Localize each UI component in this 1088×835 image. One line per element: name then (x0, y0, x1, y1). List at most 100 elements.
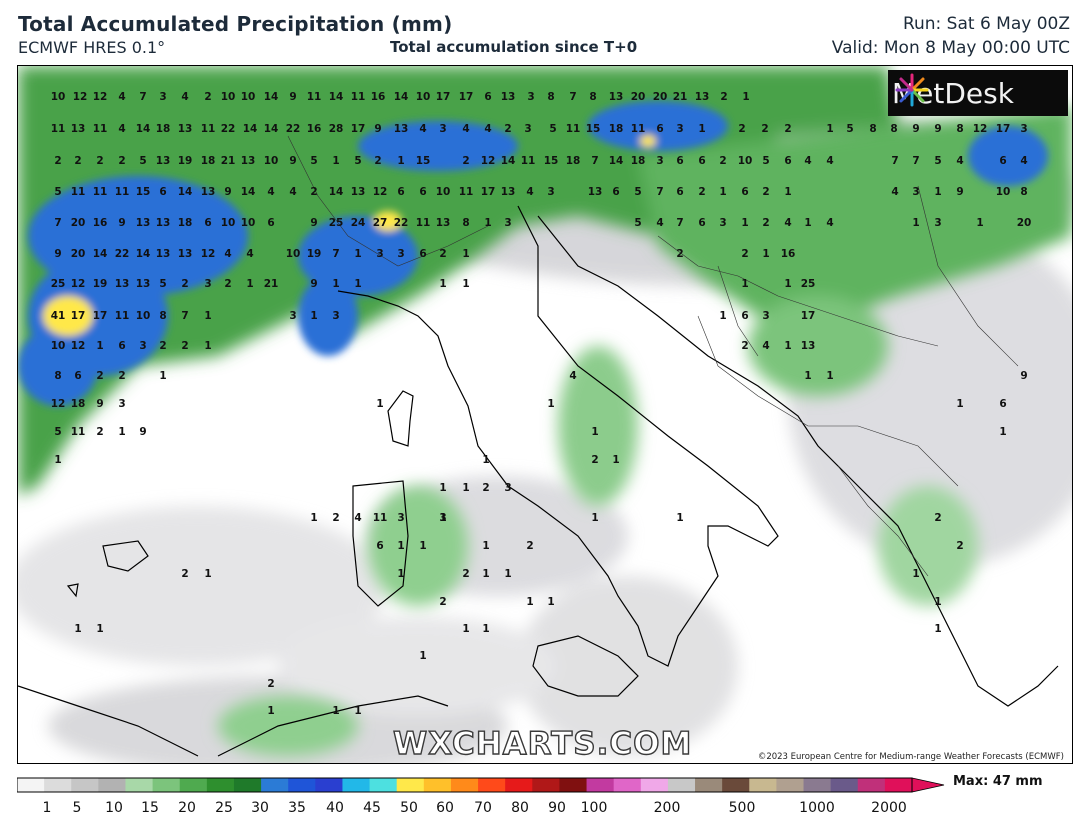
map-value-label: 2 (74, 155, 82, 167)
map-value-label: 10 (285, 248, 301, 260)
map-value-label: 8 (462, 217, 470, 229)
map-value-label: 14 (263, 91, 279, 103)
map-value-label: 6 (676, 186, 684, 198)
color-scale-swatch (98, 778, 126, 792)
map-value-label: 25 (328, 217, 344, 229)
map-value-label: 10 (240, 217, 256, 229)
map-value-label: 13 (155, 248, 171, 260)
color-scale-swatch (179, 778, 208, 792)
color-scale-swatch (857, 778, 886, 792)
map-value-label: 6 (741, 186, 749, 198)
map-value-label: 11 (200, 123, 216, 135)
chart-subtitle: Total accumulation since T+0 (390, 38, 638, 56)
color-scale-bar (17, 777, 945, 793)
map-value-label: 24 (350, 217, 366, 229)
map-value-label: 10 (135, 310, 151, 322)
map-value-label: 13 (200, 186, 216, 198)
map-value-label: 8 (869, 123, 877, 135)
map-value-label: 8 (956, 123, 964, 135)
map-value-label: 8 (547, 91, 555, 103)
map-value-label: 1 (934, 596, 942, 608)
map-value-label: 1 (54, 454, 62, 466)
map-value-label: 13 (70, 123, 86, 135)
map-value-label: 2 (118, 155, 126, 167)
map-value-label: 2 (762, 186, 770, 198)
map-value-label: 3 (912, 186, 920, 198)
map-value-label: 13 (177, 248, 193, 260)
color-scale-swatch (315, 778, 343, 792)
run-time: Run: Sat 6 May 00Z (902, 14, 1070, 34)
map-value-label: 6 (741, 310, 749, 322)
map-value-label: 14 (328, 186, 344, 198)
map-value-label: 1 (204, 310, 212, 322)
map-value-label: 1 (482, 568, 490, 580)
map-value-label: 4 (526, 186, 534, 198)
map-value-label: 1 (310, 512, 318, 524)
map-value-label: 1 (204, 568, 212, 580)
map-value-label: 3 (376, 248, 384, 260)
map-value-label: 1 (482, 623, 490, 635)
map-layer (18, 66, 1072, 763)
map-value-label: 19 (177, 155, 193, 167)
map-value-label: 14 (135, 248, 151, 260)
map-value-label: 10 (220, 217, 236, 229)
map-value-label: 1 (804, 217, 812, 229)
color-scale-tick-label: 50 (400, 800, 418, 816)
map-value-label: 2 (224, 278, 232, 290)
map-value-label: 10 (263, 155, 279, 167)
max-label: Max: 47 mm (953, 774, 1043, 789)
map-value-label: 1 (462, 278, 470, 290)
map-value-label: 22 (393, 217, 409, 229)
map-value-label: 10 (220, 91, 236, 103)
map-value-label: 13 (587, 186, 603, 198)
map-value-label: 11 (114, 186, 130, 198)
map-value-label: 10 (995, 186, 1011, 198)
map-value-label: 1 (376, 398, 384, 410)
map-value-label: 14 (240, 186, 256, 198)
map-value-label: 1 (591, 426, 599, 438)
map-value-label: 13 (114, 278, 130, 290)
color-scale-swatch (233, 778, 262, 792)
map-value-label: 13 (800, 340, 816, 352)
map-value-label: 25 (800, 278, 816, 290)
color-scale-tick-label: 10 (105, 800, 123, 816)
map-value-label: 1 (719, 310, 727, 322)
map-value-label: 3 (139, 340, 147, 352)
color-scale-swatch (613, 778, 642, 792)
map-value-label: 1 (332, 155, 340, 167)
map-value-label: 17 (458, 91, 474, 103)
map-value-label: 7 (569, 91, 577, 103)
map-value-label: 1 (526, 596, 534, 608)
map-value-label: 10 (435, 186, 451, 198)
map-value-label: 6 (676, 155, 684, 167)
map-value-label: 1 (698, 123, 706, 135)
map-value-label: 6 (999, 155, 1007, 167)
color-scale-swatch (803, 778, 832, 792)
map-value-label: 1 (956, 398, 964, 410)
map-value-label: 11 (50, 123, 66, 135)
map-value-label: 17 (480, 186, 496, 198)
map-value-label: 4 (956, 155, 964, 167)
map-value-label: 2 (439, 596, 447, 608)
map-value-label: 3 (524, 123, 532, 135)
copyright: ©2023 European Centre for Medium-range W… (757, 752, 1064, 762)
color-scale-tick-label: 60 (436, 800, 454, 816)
map-value-label: 4 (484, 123, 492, 135)
map-value-label: 12 (72, 91, 88, 103)
map-value-label: 2 (591, 454, 599, 466)
map-value-label: 9 (310, 217, 318, 229)
map-value-label: 7 (891, 155, 899, 167)
color-scale-tick-label: 500 (728, 800, 756, 816)
map-value-label: 19 (306, 248, 322, 260)
color-scale-arrow (911, 777, 945, 793)
map-value-label: 1 (267, 705, 275, 717)
color-scale-swatch (423, 778, 452, 792)
map-value-label: 3 (397, 248, 405, 260)
map-value-label: 18 (630, 155, 646, 167)
color-scale-swatch (288, 778, 316, 792)
map-value-label: 4 (1020, 155, 1028, 167)
map-value-label: 1 (482, 454, 490, 466)
map-value-label: 6 (484, 91, 492, 103)
map-value-label: 2 (96, 426, 104, 438)
color-scale-tick-label: 25 (215, 800, 233, 816)
